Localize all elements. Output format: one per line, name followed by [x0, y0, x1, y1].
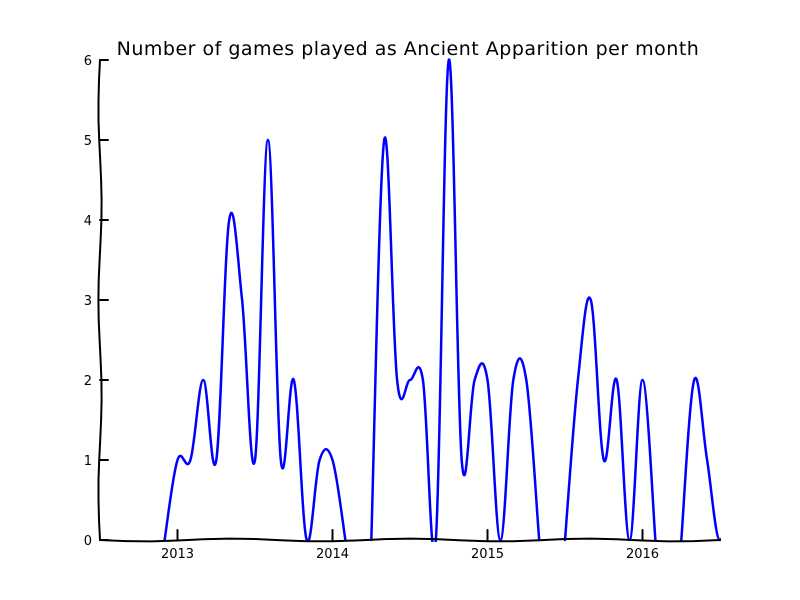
- y-axis: [97, 59, 103, 541]
- y-tick-label: 0: [84, 534, 92, 549]
- series-line-segment: [163, 138, 347, 542]
- chart-title: Number of games played as Ancient Appari…: [117, 38, 700, 60]
- x-axis-ticks: 2013 2014 2015 2016: [161, 529, 659, 562]
- y-tick-label: 5: [84, 134, 92, 149]
- series-line-segment: [563, 296, 657, 542]
- y-tick-label: 3: [84, 294, 92, 309]
- y-tick-label: 4: [84, 214, 92, 229]
- y-tick-label: 2: [84, 374, 92, 389]
- series-line-segment: [680, 376, 721, 542]
- y-axis-ticks: 0 1 2 3 4 5 6: [84, 54, 109, 549]
- y-tick-label: 6: [84, 54, 92, 69]
- y-tick-label: 1: [84, 454, 92, 469]
- series-line-segment: [370, 58, 541, 542]
- x-tick-label: 2014: [316, 547, 349, 562]
- series-layer: [163, 58, 721, 542]
- x-tick-label: 2015: [471, 547, 504, 562]
- x-axis: [99, 537, 721, 543]
- x-tick-label: 2013: [161, 547, 194, 562]
- x-tick-label: 2016: [626, 547, 659, 562]
